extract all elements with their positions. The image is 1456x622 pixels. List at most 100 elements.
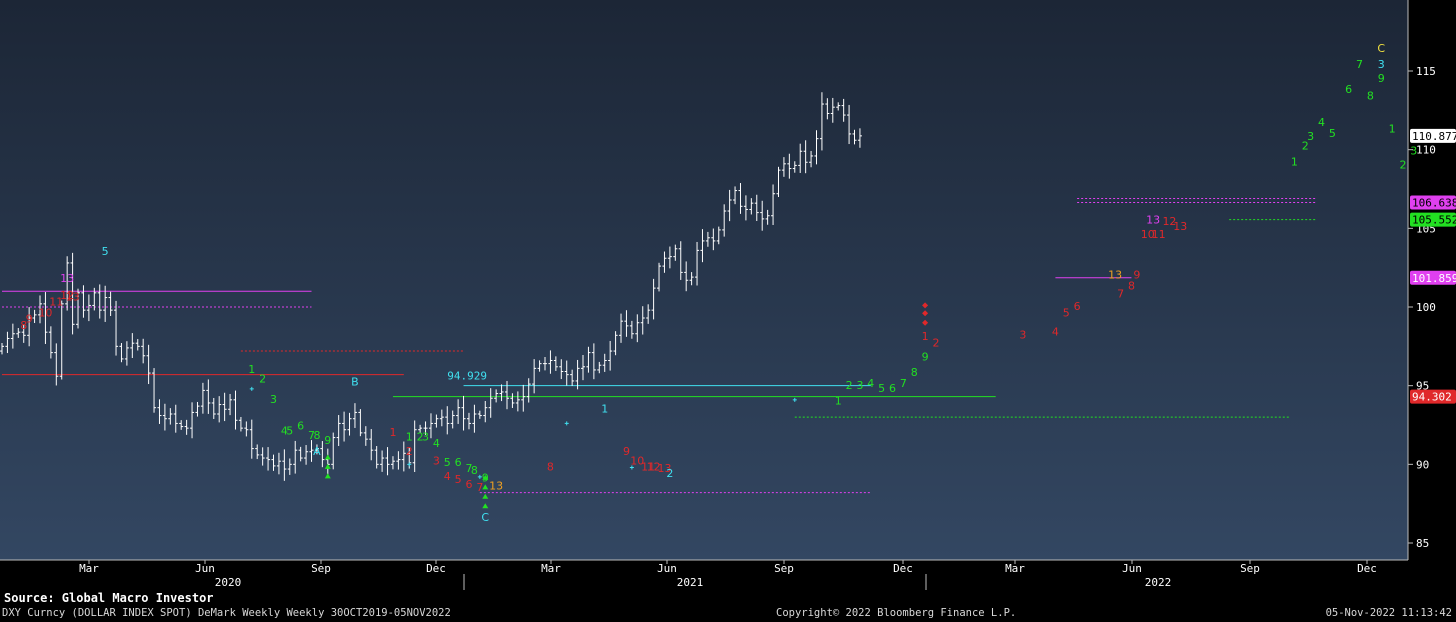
td-count-label: 3	[1019, 328, 1026, 341]
plot-background	[0, 0, 1408, 560]
price-bar	[521, 384, 526, 412]
price-bar	[553, 356, 558, 371]
price-bar	[352, 403, 357, 428]
month-label: Dec	[426, 562, 446, 575]
td-count-label: 5	[878, 382, 885, 395]
price-tag-label: 106.638	[1412, 197, 1456, 210]
price-bar	[537, 360, 542, 372]
price-bar	[27, 307, 32, 347]
td-count-label: 5	[286, 424, 293, 437]
price-bar	[222, 392, 227, 422]
price-bar	[836, 102, 841, 111]
price-bar	[716, 226, 721, 245]
price-bar	[114, 300, 119, 356]
price-bar	[488, 388, 493, 418]
month-label: Sep	[1240, 562, 1260, 575]
td-count-label: 13	[1173, 220, 1187, 233]
price-bar	[743, 195, 748, 221]
price-bar	[363, 426, 368, 446]
price-bar	[10, 323, 15, 349]
td-count-label: 1	[406, 431, 413, 444]
price-bar	[830, 97, 835, 123]
month-label: Mar	[1005, 562, 1025, 575]
td-count-label: 3	[856, 379, 863, 392]
price-bar	[450, 410, 455, 429]
price-bar	[347, 412, 352, 436]
price-bar	[809, 150, 814, 168]
price-bar	[244, 421, 249, 437]
td-count-label: 12	[1162, 215, 1176, 228]
price-bar	[564, 360, 569, 386]
price-bar	[640, 306, 645, 335]
price-bar	[314, 444, 319, 455]
price-bar	[597, 361, 602, 374]
td-count-label: 4	[1052, 325, 1059, 338]
price-bar	[548, 350, 553, 374]
td-count-label: 6	[889, 382, 896, 395]
td-count-label: 2	[1302, 140, 1309, 153]
td-count-label: 9	[623, 445, 630, 458]
td-count-label: 13	[66, 291, 80, 304]
buy-arrow-icon	[482, 474, 489, 480]
price-bar	[803, 140, 808, 174]
td-count-label: 4	[867, 377, 874, 390]
td-count-label: 2	[259, 373, 266, 386]
price-bar	[266, 447, 271, 471]
price-bar	[515, 391, 520, 412]
price-bar	[466, 412, 471, 430]
price-bar	[70, 252, 75, 335]
price-bar	[477, 410, 482, 419]
price-bar	[591, 343, 596, 380]
price-bar	[358, 409, 363, 437]
plus-marker-icon	[477, 474, 482, 479]
price-bar	[678, 241, 683, 280]
sell-diamond-icon	[922, 319, 929, 326]
price-bar	[396, 451, 401, 470]
price-bar	[325, 448, 330, 476]
td-count-label: 1	[1389, 122, 1396, 135]
td-count-label: 9	[922, 350, 929, 363]
price-bar	[16, 328, 21, 338]
price-tick-label: 95	[1416, 380, 1429, 393]
price-bar	[390, 456, 395, 470]
td-count-label: 6	[1074, 300, 1081, 313]
price-bar	[271, 454, 276, 471]
td-count-label: 12	[647, 461, 661, 474]
price-bar	[771, 184, 776, 225]
price-bar	[619, 313, 624, 343]
price-bar	[581, 354, 586, 381]
timestamp: 05-Nov-2022 11:13:42	[1325, 607, 1452, 619]
price-bar	[776, 166, 781, 198]
td-count-label: 7	[1117, 288, 1124, 301]
sell-diamond-icon	[922, 302, 929, 309]
td-count-label: 9	[26, 313, 33, 326]
td-count-label: C	[481, 511, 489, 524]
td-count-label: 2	[666, 467, 673, 480]
td-count-label: 3	[1378, 58, 1385, 71]
price-bar	[217, 396, 222, 423]
td-count-label: 9	[1133, 269, 1140, 282]
price-bar	[260, 447, 265, 466]
price-bar	[249, 419, 254, 459]
price-tick-label: 115	[1416, 65, 1436, 78]
price-bar	[179, 420, 184, 430]
ticker-description: DXY Curncy (DOLLAR INDEX SPOT) DeMark We…	[2, 607, 451, 619]
price-bar	[287, 458, 292, 475]
price-bar	[184, 419, 189, 435]
price-bar	[206, 379, 211, 414]
price-bar	[412, 420, 417, 473]
month-label: Dec	[1357, 562, 1377, 575]
plus-marker-icon	[629, 465, 634, 470]
td-count-label: 13	[1146, 214, 1160, 227]
price-bar	[32, 309, 37, 324]
td-count-label: 7	[476, 481, 483, 494]
price-bar	[657, 262, 662, 292]
price-bar	[738, 183, 743, 214]
td-count-label: 8	[1128, 280, 1135, 293]
buy-arrow-icon	[482, 493, 489, 499]
price-bar	[456, 399, 461, 424]
price-bar	[380, 450, 385, 472]
price-bar	[228, 393, 233, 416]
